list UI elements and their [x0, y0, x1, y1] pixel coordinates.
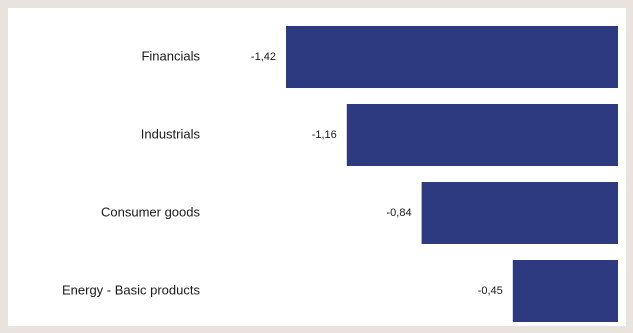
value-label-1: -1,16 — [312, 129, 337, 141]
bar-0 — [286, 26, 618, 88]
bar-1 — [346, 104, 618, 166]
value-label-3: -0,45 — [478, 285, 503, 297]
category-label-3: Energy - Basic products — [62, 282, 201, 297]
category-label-1: Industrials — [141, 126, 201, 141]
bar-3 — [512, 260, 618, 322]
chart-panel: -1,42 Financials -1,16 Industrials -0,84 Cons… — [8, 8, 626, 326]
category-label-0: Financials — [141, 48, 200, 63]
category-label-2: Consumer goods — [101, 204, 200, 219]
bar-chart: -1,42 Financials -1,16 Industrials -0,84 Cons… — [62, 26, 618, 322]
value-label-2: -0,84 — [387, 207, 412, 219]
value-label-0: -1,42 — [251, 51, 276, 63]
bar-2 — [421, 182, 618, 244]
